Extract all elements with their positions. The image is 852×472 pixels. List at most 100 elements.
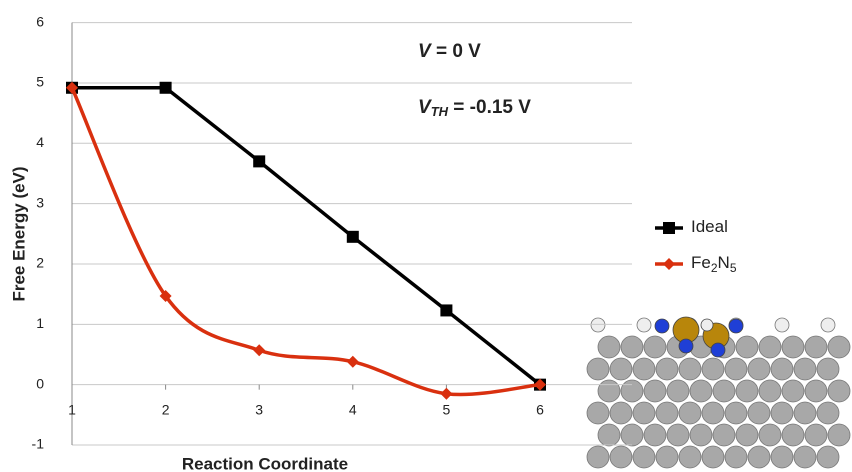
atom (667, 380, 689, 402)
marker (347, 356, 359, 368)
atom (748, 402, 770, 424)
legend-label: Fe2N5 (691, 253, 737, 275)
atom (771, 358, 793, 380)
atom (729, 319, 743, 333)
atom (598, 424, 620, 446)
x-tick-label: 1 (68, 401, 76, 417)
y-tick-label: 1 (36, 315, 44, 331)
atom (725, 402, 747, 424)
atom (656, 358, 678, 380)
atom (794, 402, 816, 424)
x-tick-label: 5 (443, 401, 451, 417)
atom (702, 358, 724, 380)
y-tick-label: 3 (36, 194, 44, 210)
atom (610, 358, 632, 380)
atom (759, 424, 781, 446)
atom (828, 424, 850, 446)
x-tick-label: 3 (255, 401, 263, 417)
y-tick-label: 2 (36, 255, 44, 271)
atom (736, 336, 758, 358)
atom (644, 336, 666, 358)
atom (610, 402, 632, 424)
legend-marker (663, 222, 675, 234)
marker (160, 82, 172, 94)
atom (821, 318, 835, 332)
marker (253, 155, 265, 167)
atom (748, 358, 770, 380)
atom (759, 336, 781, 358)
atom (656, 402, 678, 424)
x-tick-label: 4 (349, 401, 357, 417)
atom (633, 358, 655, 380)
marker (440, 388, 452, 400)
atom (679, 446, 701, 468)
atom (736, 380, 758, 402)
atom (775, 318, 789, 332)
atom (782, 336, 804, 358)
atom (725, 358, 747, 380)
annotation: VTH = -0.15 V (418, 97, 531, 119)
atom (598, 380, 620, 402)
atom (701, 319, 713, 331)
atom (711, 343, 725, 357)
legend-marker (663, 258, 675, 270)
atom (817, 446, 839, 468)
atom (598, 336, 620, 358)
annotation: V = 0 V (418, 41, 481, 62)
atom (794, 358, 816, 380)
atom (817, 358, 839, 380)
series-line (72, 88, 540, 395)
marker (440, 304, 452, 316)
marker (347, 231, 359, 243)
y-tick-label: -1 (32, 436, 45, 452)
atom (587, 358, 609, 380)
atom (621, 380, 643, 402)
atom (637, 318, 651, 332)
atom (633, 446, 655, 468)
chart: Reaction Coordinate Free Energy (eV) V =… (0, 0, 852, 472)
atom (713, 424, 735, 446)
atom (771, 402, 793, 424)
y-tick-label: 5 (36, 74, 44, 90)
atom (782, 424, 804, 446)
atom (702, 446, 724, 468)
atom (702, 402, 724, 424)
atom (587, 402, 609, 424)
atom (805, 424, 827, 446)
atom (794, 446, 816, 468)
atom (759, 380, 781, 402)
atom (621, 424, 643, 446)
atom (591, 318, 605, 332)
atom (679, 358, 701, 380)
atom (805, 380, 827, 402)
y-tick-label: 6 (36, 13, 44, 29)
atom (679, 339, 693, 353)
atom (736, 424, 758, 446)
atom (667, 424, 689, 446)
atom (610, 446, 632, 468)
atom (679, 402, 701, 424)
y-tick-label: 0 (36, 375, 44, 391)
legend-label: Ideal (691, 217, 728, 236)
atom (587, 446, 609, 468)
atom (655, 319, 669, 333)
atom (690, 424, 712, 446)
atom (725, 446, 747, 468)
atom (782, 380, 804, 402)
series-line (72, 88, 540, 385)
atom (748, 446, 770, 468)
marker (253, 344, 265, 356)
atom (633, 402, 655, 424)
atom (817, 402, 839, 424)
y-tick-label: 4 (36, 134, 44, 150)
atom (828, 336, 850, 358)
x-tick-label: 2 (162, 401, 170, 417)
atom (690, 380, 712, 402)
atom (621, 336, 643, 358)
x-tick-label: 6 (536, 401, 544, 417)
atom (713, 380, 735, 402)
x-axis-label: Reaction Coordinate (182, 454, 348, 472)
atom (771, 446, 793, 468)
atom (644, 424, 666, 446)
atom (644, 380, 666, 402)
